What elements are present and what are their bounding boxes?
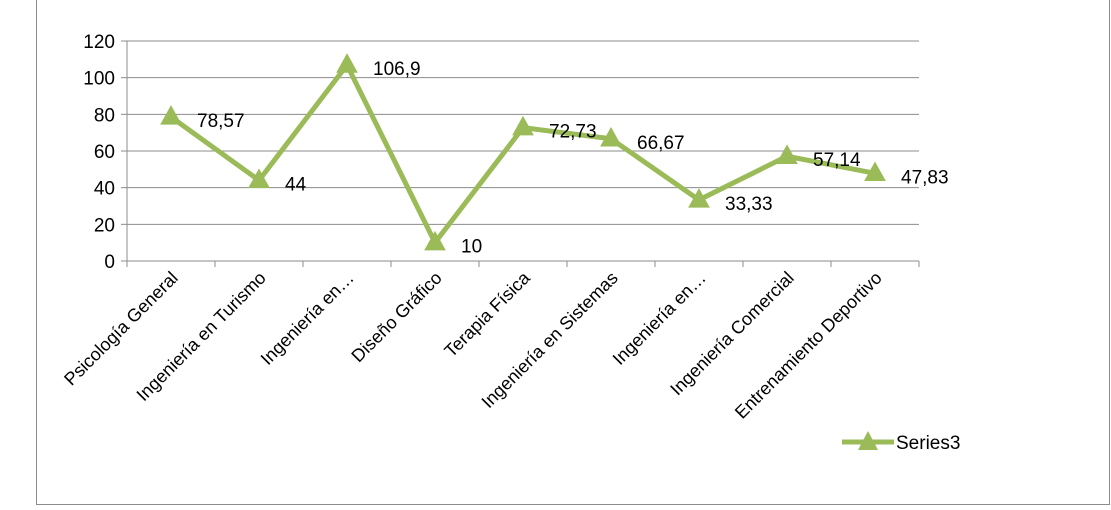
data-label: 33,33 xyxy=(725,194,773,215)
data-label: 72,73 xyxy=(549,122,597,143)
data-labels: 78,57 44 106,9 10 72,73 66,67 33,33 57,14 47,83 xyxy=(197,59,949,258)
legend-marker xyxy=(858,431,878,450)
y-tick-label: 20 xyxy=(94,215,115,236)
data-label: 66,67 xyxy=(637,133,685,154)
y-tick-label: 60 xyxy=(94,142,115,163)
data-point-marker xyxy=(512,115,534,136)
series-layer xyxy=(160,53,886,251)
y-tick-label: 100 xyxy=(83,69,115,90)
data-label: 47,83 xyxy=(901,167,949,188)
data-label: 10 xyxy=(461,237,482,258)
legend: Series3 xyxy=(842,431,960,454)
data-point-marker xyxy=(424,230,446,251)
x-category-label: Ingeniería en… xyxy=(609,268,710,369)
legend-label: Series3 xyxy=(896,433,960,454)
x-category-label: Diseño Gráfico xyxy=(347,268,445,366)
y-tick-label: 40 xyxy=(94,179,115,200)
data-point-marker xyxy=(600,126,622,147)
data-point-marker xyxy=(688,188,710,208)
x-category-label: Ingeniería en… xyxy=(257,268,358,369)
chart-area: 0 20 40 60 80 100 120 Psicología General Ingenie… xyxy=(36,0,1110,505)
data-point-marker xyxy=(160,105,182,125)
x-category-label: Entrenamiento Deportivo xyxy=(731,268,886,423)
data-point-marker xyxy=(336,53,358,73)
y-tick-label: 120 xyxy=(83,32,115,53)
data-label: 106,9 xyxy=(373,59,421,80)
data-label: 44 xyxy=(285,174,307,195)
data-point-marker xyxy=(864,161,886,182)
series-line xyxy=(169,62,876,246)
data-label: 57,14 xyxy=(813,150,861,171)
y-tick-label: 0 xyxy=(104,252,115,273)
y-tick-label: 80 xyxy=(94,105,115,126)
x-category-label: Terapia Física xyxy=(440,267,534,361)
data-point-marker xyxy=(776,144,798,164)
data-point-marker xyxy=(248,168,270,189)
data-label: 78,57 xyxy=(197,111,245,132)
